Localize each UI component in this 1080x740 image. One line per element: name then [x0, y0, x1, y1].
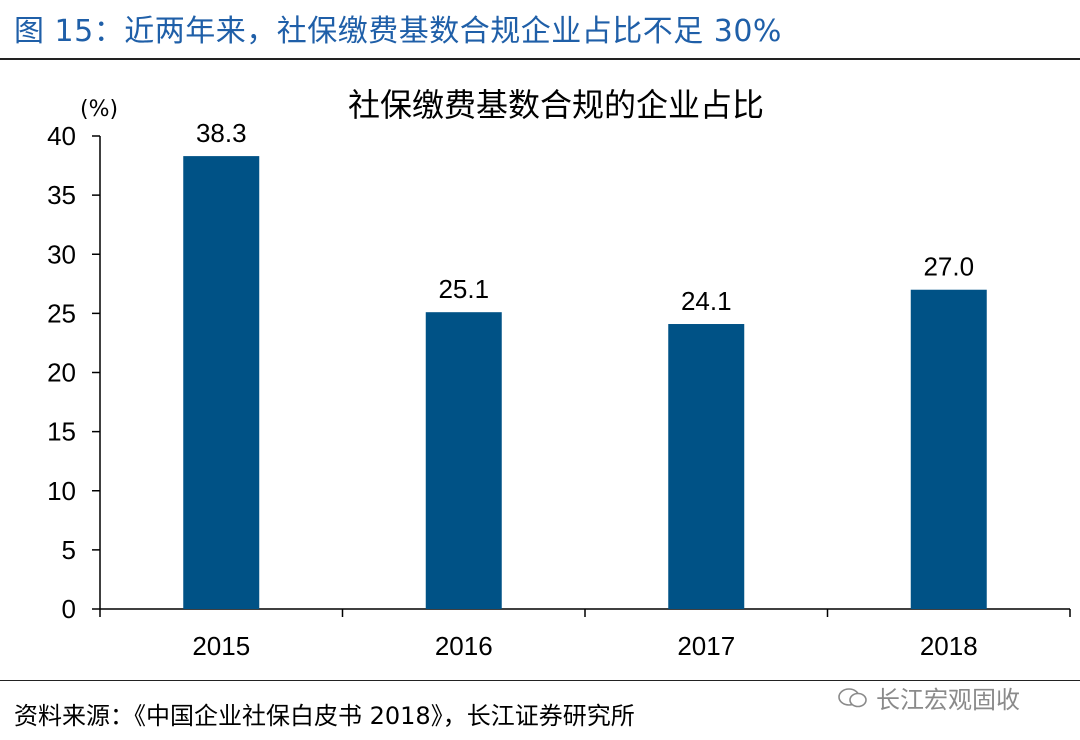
y-tick-label: 20 — [47, 358, 76, 388]
data-label-2015: 38.3 — [196, 118, 247, 148]
top-rule — [0, 58, 1080, 60]
wechat-icon — [838, 687, 867, 707]
watermark: 长江宏观固收 — [838, 680, 1020, 715]
data-label-2018: 27.0 — [923, 252, 974, 282]
y-tick-label: 40 — [47, 121, 76, 151]
y-tick-label: 30 — [47, 239, 76, 269]
bars-group: 38.3 2015 25.1 2016 24.1 2017 27.0 2018 — [183, 118, 987, 661]
y-tick-label: 25 — [47, 298, 76, 328]
y-tick-label: 0 — [62, 594, 76, 624]
bar-chart: 社保缴费基数合规的企业占比 (%) 0 5 10 15 20 25 30 35 40 38.3 2… — [47, 86, 1071, 661]
bar-2016 — [425, 312, 502, 609]
y-tick-label: 10 — [47, 476, 76, 506]
figure-title: 图 15：近两年来，社保缴费基数合规企业占比不足 30% — [14, 14, 782, 49]
watermark-text: 长江宏观固收 — [876, 686, 1020, 714]
source-note: 资料来源：《中国企业社保白皮书 2018》，长江证券研究所 — [14, 702, 635, 730]
x-tick-label-2017: 2017 — [677, 631, 735, 661]
bar-2015 — [183, 156, 260, 609]
y-axis-unit: (%) — [80, 97, 118, 122]
y-tick-label: 15 — [47, 417, 76, 447]
x-tick-label-2015: 2015 — [192, 631, 250, 661]
x-tick-label-2016: 2016 — [435, 631, 493, 661]
chart-title: 社保缴费基数合规的企业占比 — [348, 86, 764, 124]
y-tick-label: 35 — [47, 180, 76, 210]
bar-2018 — [910, 289, 987, 609]
bottom-rule — [0, 680, 1080, 681]
bar-2017 — [668, 324, 745, 609]
data-label-2016: 25.1 — [438, 274, 489, 304]
y-tick-label: 5 — [62, 535, 76, 565]
axes: 0 5 10 15 20 25 30 35 40 — [47, 121, 1071, 624]
data-label-2017: 24.1 — [681, 286, 732, 316]
x-tick-label-2018: 2018 — [920, 631, 978, 661]
